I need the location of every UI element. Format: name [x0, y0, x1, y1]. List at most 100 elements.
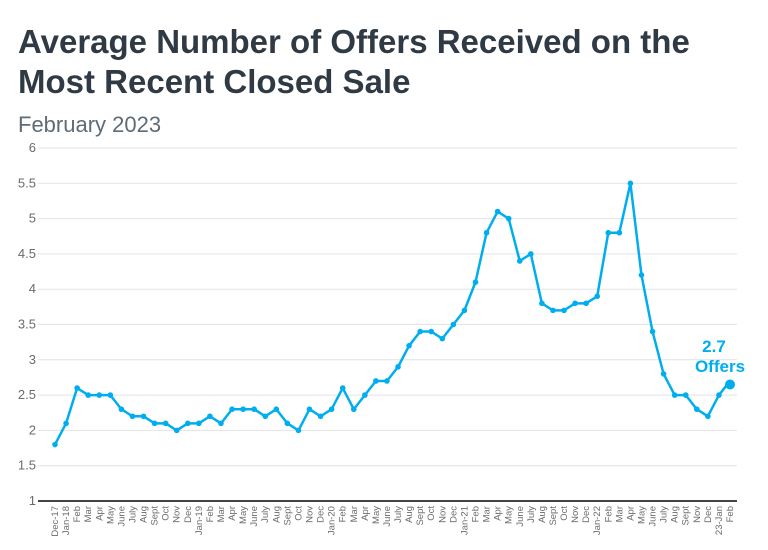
data-point: [649, 328, 656, 335]
data-point: [118, 406, 125, 413]
data-point: [494, 208, 501, 215]
x-tick-label: May: [238, 506, 249, 524]
data-point: [384, 378, 390, 384]
x-tick-label: July: [526, 506, 537, 523]
x-tick-label: June: [382, 506, 393, 527]
data-point: [550, 307, 556, 314]
x-tick-label: Jan-18: [61, 506, 72, 535]
data-point: [594, 293, 601, 300]
data-point: [472, 279, 479, 285]
data-point: [483, 229, 490, 236]
data-point: [151, 420, 158, 427]
y-tick-label: 2.5: [18, 387, 36, 402]
y-tick-label: 6: [29, 140, 36, 155]
y-tick-label: 2: [29, 422, 36, 437]
y-tick-label: 1.5: [18, 458, 36, 473]
x-tick-label: Dec: [316, 506, 327, 523]
x-tick-label: June: [116, 506, 127, 527]
data-point: [671, 392, 678, 398]
y-tick-label: 4.5: [18, 246, 36, 261]
data-point: [218, 420, 224, 427]
data-point: [140, 413, 147, 420]
x-tick-label: Mar: [216, 506, 227, 522]
x-tick-label: Aug: [537, 506, 548, 523]
data-point: [716, 392, 722, 398]
data-point: [184, 420, 191, 427]
data-point: [162, 420, 169, 427]
x-tick-label: Nov: [172, 506, 183, 523]
x-tick-label: Mar: [482, 506, 493, 522]
x-tick-label: May: [371, 506, 382, 524]
x-tick-label: Jan-22: [592, 506, 603, 535]
data-point: [295, 427, 302, 434]
x-tick-label: Jan-21: [459, 506, 470, 535]
data-point: [605, 229, 612, 236]
data-point: [395, 364, 401, 370]
x-tick-label: June: [648, 506, 659, 527]
x-tick-label: Nov: [570, 506, 581, 523]
x-tick-label: Sept: [415, 506, 426, 526]
data-point: [660, 371, 667, 377]
data-point: [317, 413, 324, 420]
y-tick-label: 5: [29, 211, 36, 226]
x-tick-label: Feb: [72, 506, 83, 522]
x-tick-label: May: [105, 506, 116, 524]
annotation-label: Offers: [695, 357, 745, 376]
data-point: [638, 272, 645, 278]
data-point: [273, 406, 280, 413]
x-tick-label: Oct: [559, 506, 570, 521]
data-point: [63, 420, 69, 427]
data-point: [450, 321, 457, 328]
x-tick-label: Dec: [183, 506, 194, 523]
data-point: [406, 342, 412, 349]
x-tick-label: Oct: [161, 506, 172, 521]
y-tick-label: 5.5: [18, 175, 36, 190]
x-tick-label: Jan-20: [327, 506, 338, 535]
data-point: [306, 406, 313, 413]
x-tick-label: Apr: [94, 506, 105, 521]
data-point: [173, 427, 180, 434]
x-tick-label: Sept: [150, 506, 161, 526]
y-tick-label: 3.5: [18, 317, 36, 332]
data-point: [616, 229, 623, 236]
data-point: [439, 335, 446, 342]
x-tick-label: Oct: [293, 506, 304, 521]
y-tick-label: 3: [29, 352, 36, 367]
y-tick-label: 4: [29, 281, 36, 296]
x-tick-label: Feb: [470, 506, 481, 522]
chart-title: Average Number of Offers Received on the…: [18, 23, 690, 100]
x-tick-label: Feb: [338, 506, 349, 522]
data-point: [85, 392, 91, 398]
data-point: [505, 215, 512, 222]
data-point: [627, 180, 634, 187]
y-tick-label: 1: [29, 493, 36, 508]
data-point: [461, 307, 468, 314]
data-point: [96, 392, 103, 398]
x-tick-label: Dec: [581, 506, 592, 523]
x-tick-label: Oct: [426, 506, 437, 521]
x-tick-label: June: [249, 506, 260, 527]
data-point: [725, 379, 735, 390]
data-point: [373, 378, 379, 384]
x-tick-label: June: [515, 506, 526, 527]
data-point: [583, 300, 589, 307]
x-tick-label: Aug: [271, 506, 282, 523]
data-point: [74, 385, 80, 391]
data-point: [129, 413, 136, 420]
data-point: [240, 406, 246, 413]
data-point: [196, 420, 202, 427]
data-point: [339, 385, 346, 391]
x-tick-label: Apr: [227, 506, 238, 521]
data-point: [539, 300, 545, 307]
data-point: [284, 420, 291, 427]
x-tick-label: Dec: [703, 506, 714, 523]
series-line: [53, 182, 731, 446]
x-tick-label: Mar: [614, 506, 625, 522]
x-tick-label: Apr: [625, 506, 636, 521]
x-tick-label: July: [659, 506, 670, 523]
x-tick-label: Apr: [360, 506, 371, 521]
x-tick-label: Sept: [681, 506, 692, 526]
x-tick-label: Dec: [448, 506, 459, 523]
x-tick-label: Nov: [305, 506, 316, 523]
chart-subtitle: February 2023: [18, 112, 162, 137]
